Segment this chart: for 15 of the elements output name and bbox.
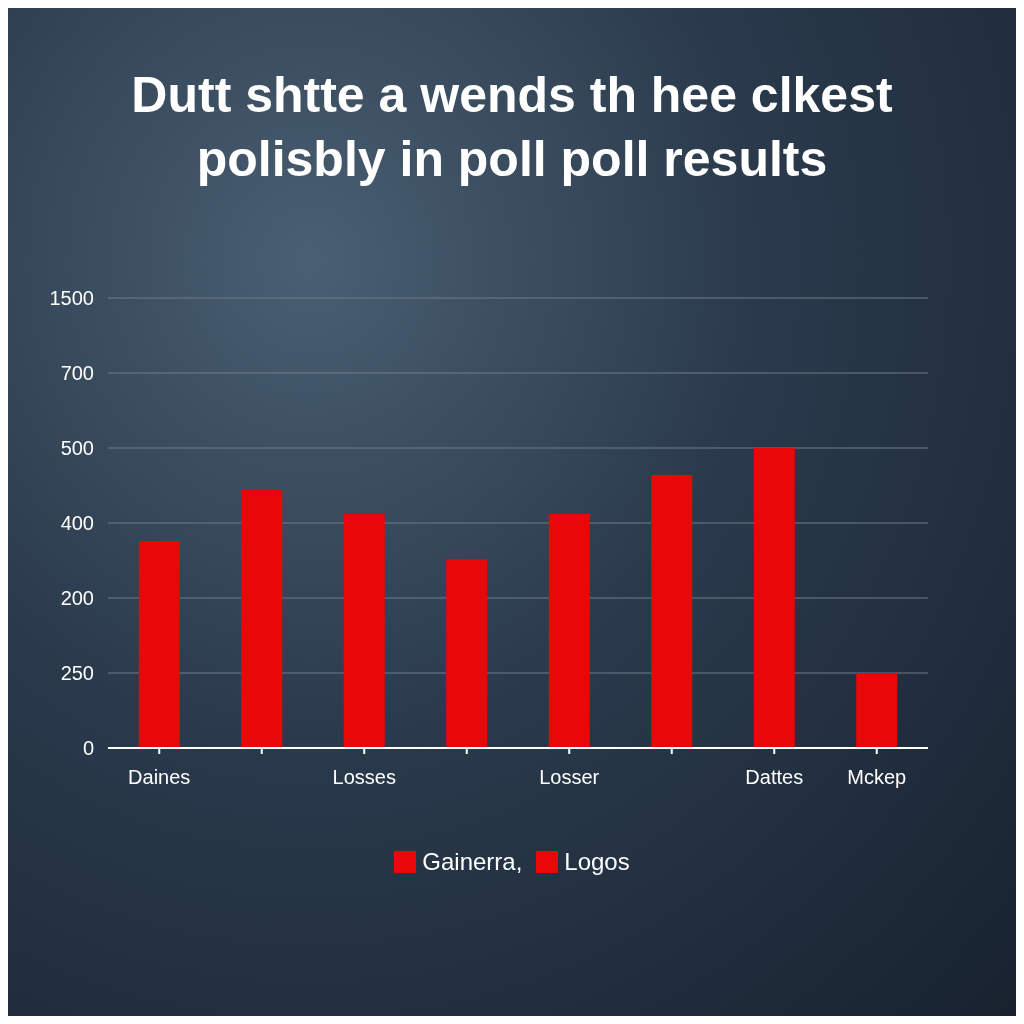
text: 700 — [60, 361, 94, 385]
chart-title: Dutt shtte a wends th hee clkest polisbly in poll poll results — [130, 66, 894, 189]
x-tick-label: Mckep — [847, 766, 907, 789]
legend-label: Logos — [564, 848, 630, 876]
x-tick-label: Losser — [539, 766, 600, 789]
text: 500 — [60, 436, 94, 460]
text: 200 — [60, 586, 94, 610]
x-tick-label: Losses — [332, 766, 396, 789]
text: 250 — [60, 661, 94, 685]
x-tick-label: Dattes — [745, 766, 804, 789]
text: 0 — [82, 736, 94, 760]
legend-label: Gainerra, — [422, 848, 523, 876]
text: 400 — [60, 511, 94, 535]
text: 1500 — [49, 286, 94, 310]
x-tick-label: Daines — [128, 766, 191, 789]
